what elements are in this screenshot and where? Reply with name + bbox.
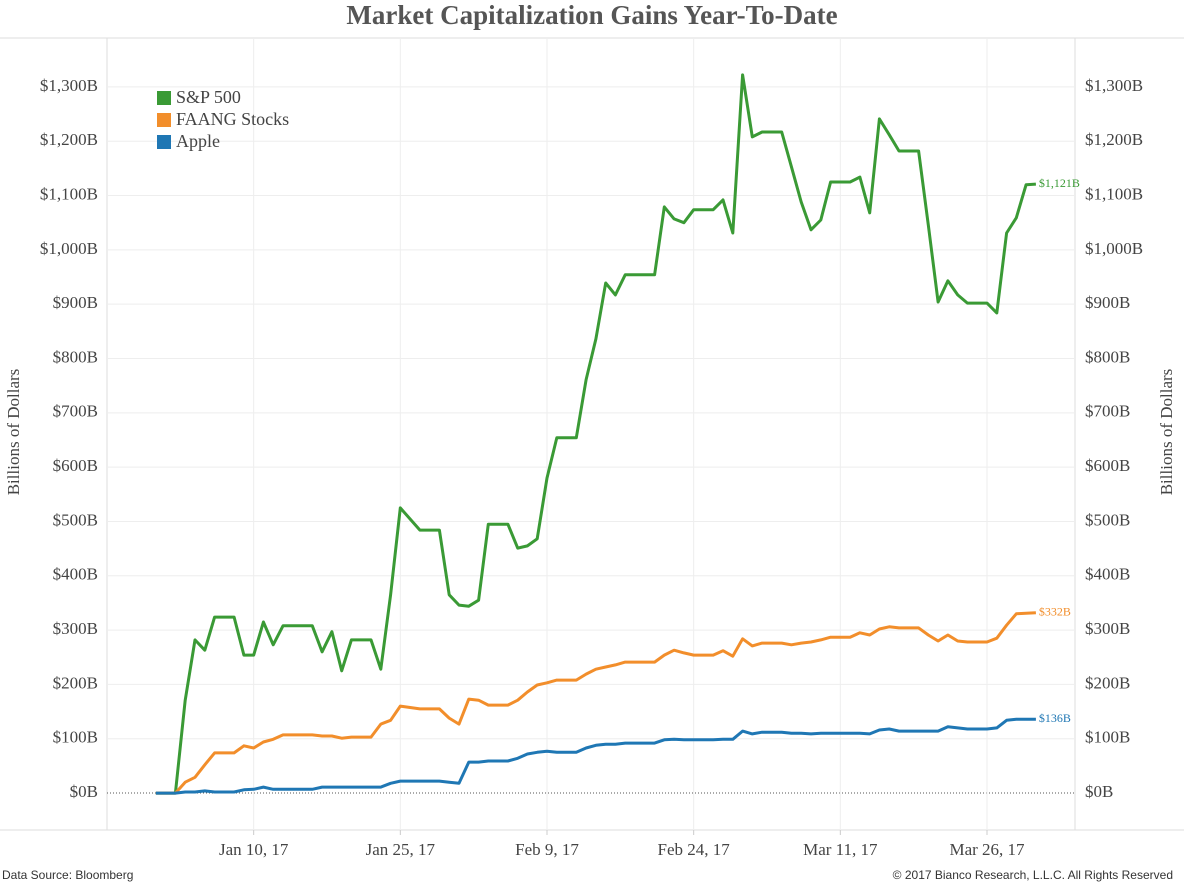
- series-line: [155, 717, 1036, 795]
- x-tick-label: Feb 24, 17: [658, 840, 731, 859]
- y-tick-label: $300B: [53, 619, 98, 638]
- x-tick-label: Mar 11, 17: [803, 840, 878, 859]
- copyright: © 2017 Bianco Research, L.L.C. All Right…: [893, 868, 1173, 882]
- y-tick-label: $100B: [53, 728, 98, 747]
- y-tick-label: $500B: [53, 510, 98, 529]
- y2-tick-label: $200B: [1085, 673, 1130, 692]
- y-tick-label: $600B: [53, 456, 98, 475]
- y2-tick-label: $0B: [1085, 782, 1113, 801]
- y2-tick-label: $1,100B: [1085, 184, 1143, 203]
- y2-tick-label: $100B: [1085, 728, 1130, 747]
- y-tick-label: $1,200B: [40, 130, 98, 149]
- y-tick-label: $1,100B: [40, 184, 98, 203]
- x-tick-label: Feb 9, 17: [515, 840, 579, 859]
- y-tick-label: $0B: [70, 782, 98, 801]
- y2-tick-label: $1,000B: [1085, 239, 1143, 258]
- y2-tick-label: $700B: [1085, 402, 1130, 421]
- y-axis-label: Billions of Dollars: [4, 369, 23, 496]
- y-tick-label: $1,000B: [40, 239, 98, 258]
- y2-tick-label: $300B: [1085, 619, 1130, 638]
- legend-swatch: [157, 113, 171, 127]
- legend-label: Apple: [176, 131, 220, 151]
- source: Data Source: Bloomberg: [2, 868, 133, 882]
- y2-tick-label: $400B: [1085, 565, 1130, 584]
- x-tick-label: Jan 25, 17: [366, 840, 436, 859]
- y2-tick-label: $800B: [1085, 347, 1130, 366]
- legend-swatch: [157, 91, 171, 105]
- y2-tick-label: $1,300B: [1085, 76, 1143, 95]
- y2-tick-label: $1,200B: [1085, 130, 1143, 149]
- x-tick-label: Mar 26, 17: [949, 840, 1025, 859]
- legend-label: S&P 500: [176, 87, 241, 107]
- end-label: $1,121B: [1039, 176, 1080, 190]
- end-label: $136B: [1039, 711, 1071, 725]
- y-tick-label: $700B: [53, 402, 98, 421]
- end-label: $332B: [1039, 604, 1071, 618]
- y2-tick-label: $900B: [1085, 293, 1130, 312]
- y-tick-label: $1,300B: [40, 76, 98, 95]
- y-tick-label: $900B: [53, 293, 98, 312]
- series-line: [155, 73, 1036, 795]
- legend-swatch: [157, 135, 171, 149]
- x-tick-label: Jan 10, 17: [219, 840, 289, 859]
- y2-tick-label: $500B: [1085, 510, 1130, 529]
- y-tick-label: $800B: [53, 347, 98, 366]
- chart-title: Market Capitalization Gains Year-To-Date: [346, 0, 837, 30]
- series-line: [155, 611, 1036, 795]
- legend-label: FAANG Stocks: [176, 109, 289, 129]
- y-tick-label: $200B: [53, 673, 98, 692]
- y2-tick-label: $600B: [1085, 456, 1130, 475]
- y2-axis-label: Billions of Dollars: [1157, 369, 1176, 496]
- y-tick-label: $400B: [53, 565, 98, 584]
